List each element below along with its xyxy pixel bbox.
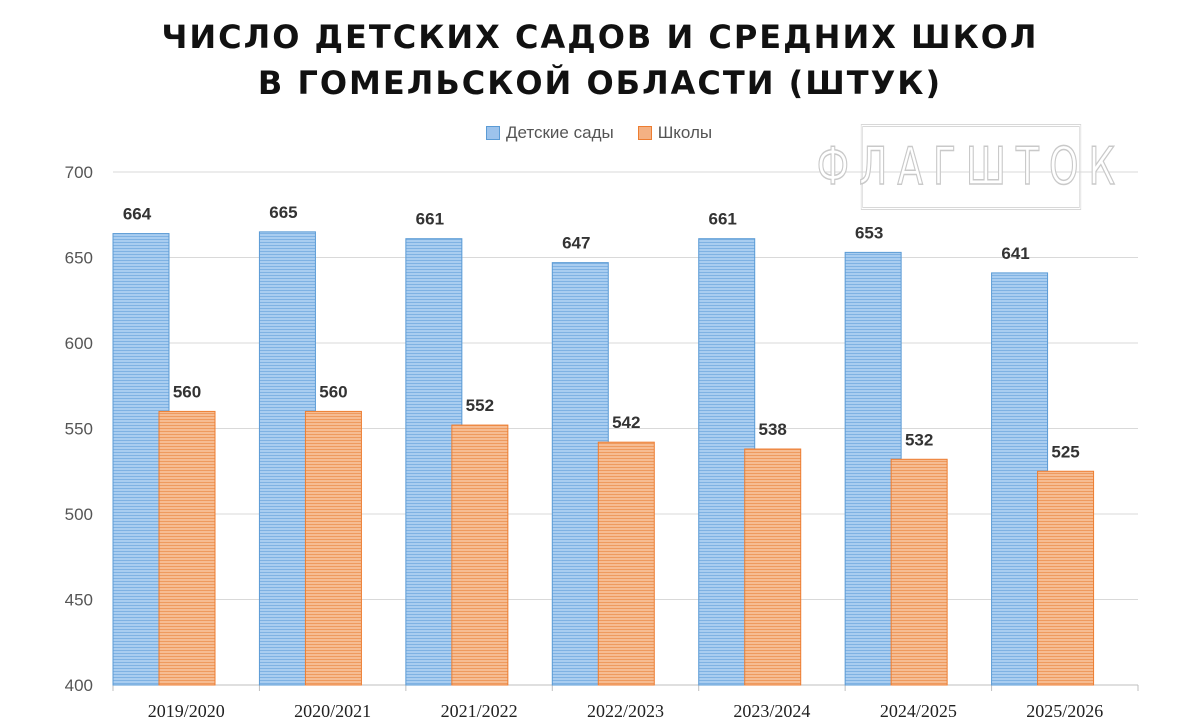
data-label-schools: 525 xyxy=(1051,442,1079,461)
legend-item-kindergartens: Детские сады xyxy=(486,123,614,143)
watermark-logo: ФЛАГШТОК xyxy=(816,124,1116,210)
data-label-kindergartens: 641 xyxy=(1001,244,1029,263)
legend: Детские сады Школы xyxy=(486,123,712,143)
bar-schools xyxy=(158,410,216,686)
bar-schools xyxy=(1037,470,1095,686)
data-label-kindergartens: 653 xyxy=(855,223,883,242)
legend-swatch-schools xyxy=(637,126,652,140)
x-category-label: 2019/2020 xyxy=(148,701,225,721)
x-category-label: 2024/2025 xyxy=(880,701,957,721)
data-label-kindergartens: 665 xyxy=(269,203,297,222)
data-label-kindergartens: 661 xyxy=(416,210,444,229)
bar-schools xyxy=(451,424,509,686)
legend-label-schools: Школы xyxy=(657,123,713,142)
legend-label-kindergartens: Детские сады xyxy=(506,123,614,142)
y-tick-label: 400 xyxy=(65,676,93,695)
y-tick-label: 500 xyxy=(65,505,93,524)
data-label-schools: 532 xyxy=(905,430,933,449)
y-tick-label: 700 xyxy=(65,163,93,182)
chart-title: ЧИСЛО ДЕТСКИХ САДОВ И СРЕДНИХ ШКОЛ В ГОМ… xyxy=(0,14,1200,106)
x-category-label: 2021/2022 xyxy=(441,701,518,721)
x-category-label: 2023/2024 xyxy=(733,701,810,721)
labels: 400 450 500 550 600 650 700 664 560 2019/2020 665 5… xyxy=(65,163,1104,721)
data-label-schools: 560 xyxy=(319,382,347,401)
y-tick-label: 600 xyxy=(65,334,93,353)
legend-swatch-kindergartens xyxy=(486,126,500,140)
bar-schools xyxy=(597,441,655,686)
chart-title-line-1: ЧИСЛО ДЕТСКИХ САДОВ И СРЕДНИХ ШКОЛ xyxy=(161,18,1039,56)
data-label-schools: 542 xyxy=(612,413,640,432)
x-category-label: 2025/2026 xyxy=(1026,701,1103,721)
bars xyxy=(112,231,1095,686)
y-tick-label: 650 xyxy=(65,249,93,268)
x-category-label: 2020/2021 xyxy=(294,701,371,721)
data-label-kindergartens: 647 xyxy=(562,234,590,253)
y-tick-label: 550 xyxy=(65,420,93,439)
data-label-kindergartens: 664 xyxy=(123,205,152,224)
bar-schools xyxy=(304,410,362,686)
data-label-schools: 538 xyxy=(759,420,787,439)
x-category-label: 2022/2023 xyxy=(587,701,664,721)
bar-schools xyxy=(744,448,802,686)
data-label-schools: 560 xyxy=(173,382,201,401)
chart-title-line-2: В ГОМЕЛЬСКОЙ ОБЛАСТИ (ШТУК) xyxy=(257,64,943,102)
legend-item-schools: Школы xyxy=(637,123,713,143)
bar-schools xyxy=(890,458,948,686)
y-tick-label: 450 xyxy=(65,591,93,610)
data-label-kindergartens: 661 xyxy=(709,210,737,229)
data-label-schools: 552 xyxy=(466,396,494,415)
